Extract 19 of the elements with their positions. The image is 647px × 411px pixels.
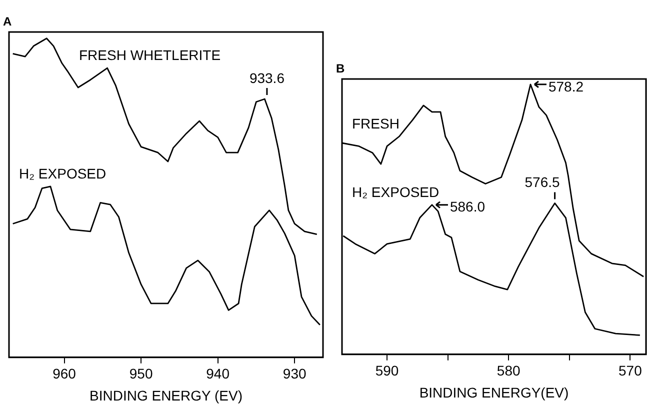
x-tick-label: 930 bbox=[282, 366, 306, 382]
x-tick-label: 950 bbox=[129, 366, 153, 382]
annotation: 578.2 bbox=[548, 78, 584, 94]
series-label: H₂ EXPOSED bbox=[352, 184, 440, 200]
annotation: 586.0 bbox=[450, 198, 486, 215]
x-tick-label: 570 bbox=[618, 362, 642, 379]
chart-title: B bbox=[336, 61, 345, 76]
x-tick-label: 960 bbox=[52, 366, 76, 382]
chart-title: A bbox=[3, 14, 12, 28]
series-label: FRESH WHETLERITE bbox=[79, 47, 221, 64]
x-axis-title: BINDING ENERGY (EV) bbox=[90, 387, 242, 404]
annotation: 933.6 bbox=[249, 70, 285, 86]
series-label: H₂ EXPOSED bbox=[19, 165, 106, 182]
x-tick-label: 580 bbox=[496, 362, 520, 379]
x-tick-label: 590 bbox=[375, 362, 399, 379]
annotation: 576.5 bbox=[524, 174, 560, 190]
x-tick-label: 940 bbox=[206, 366, 230, 382]
x-axis-title: BINDING ENERGY(EV) bbox=[419, 384, 569, 400]
series-label: FRESH bbox=[352, 116, 400, 132]
